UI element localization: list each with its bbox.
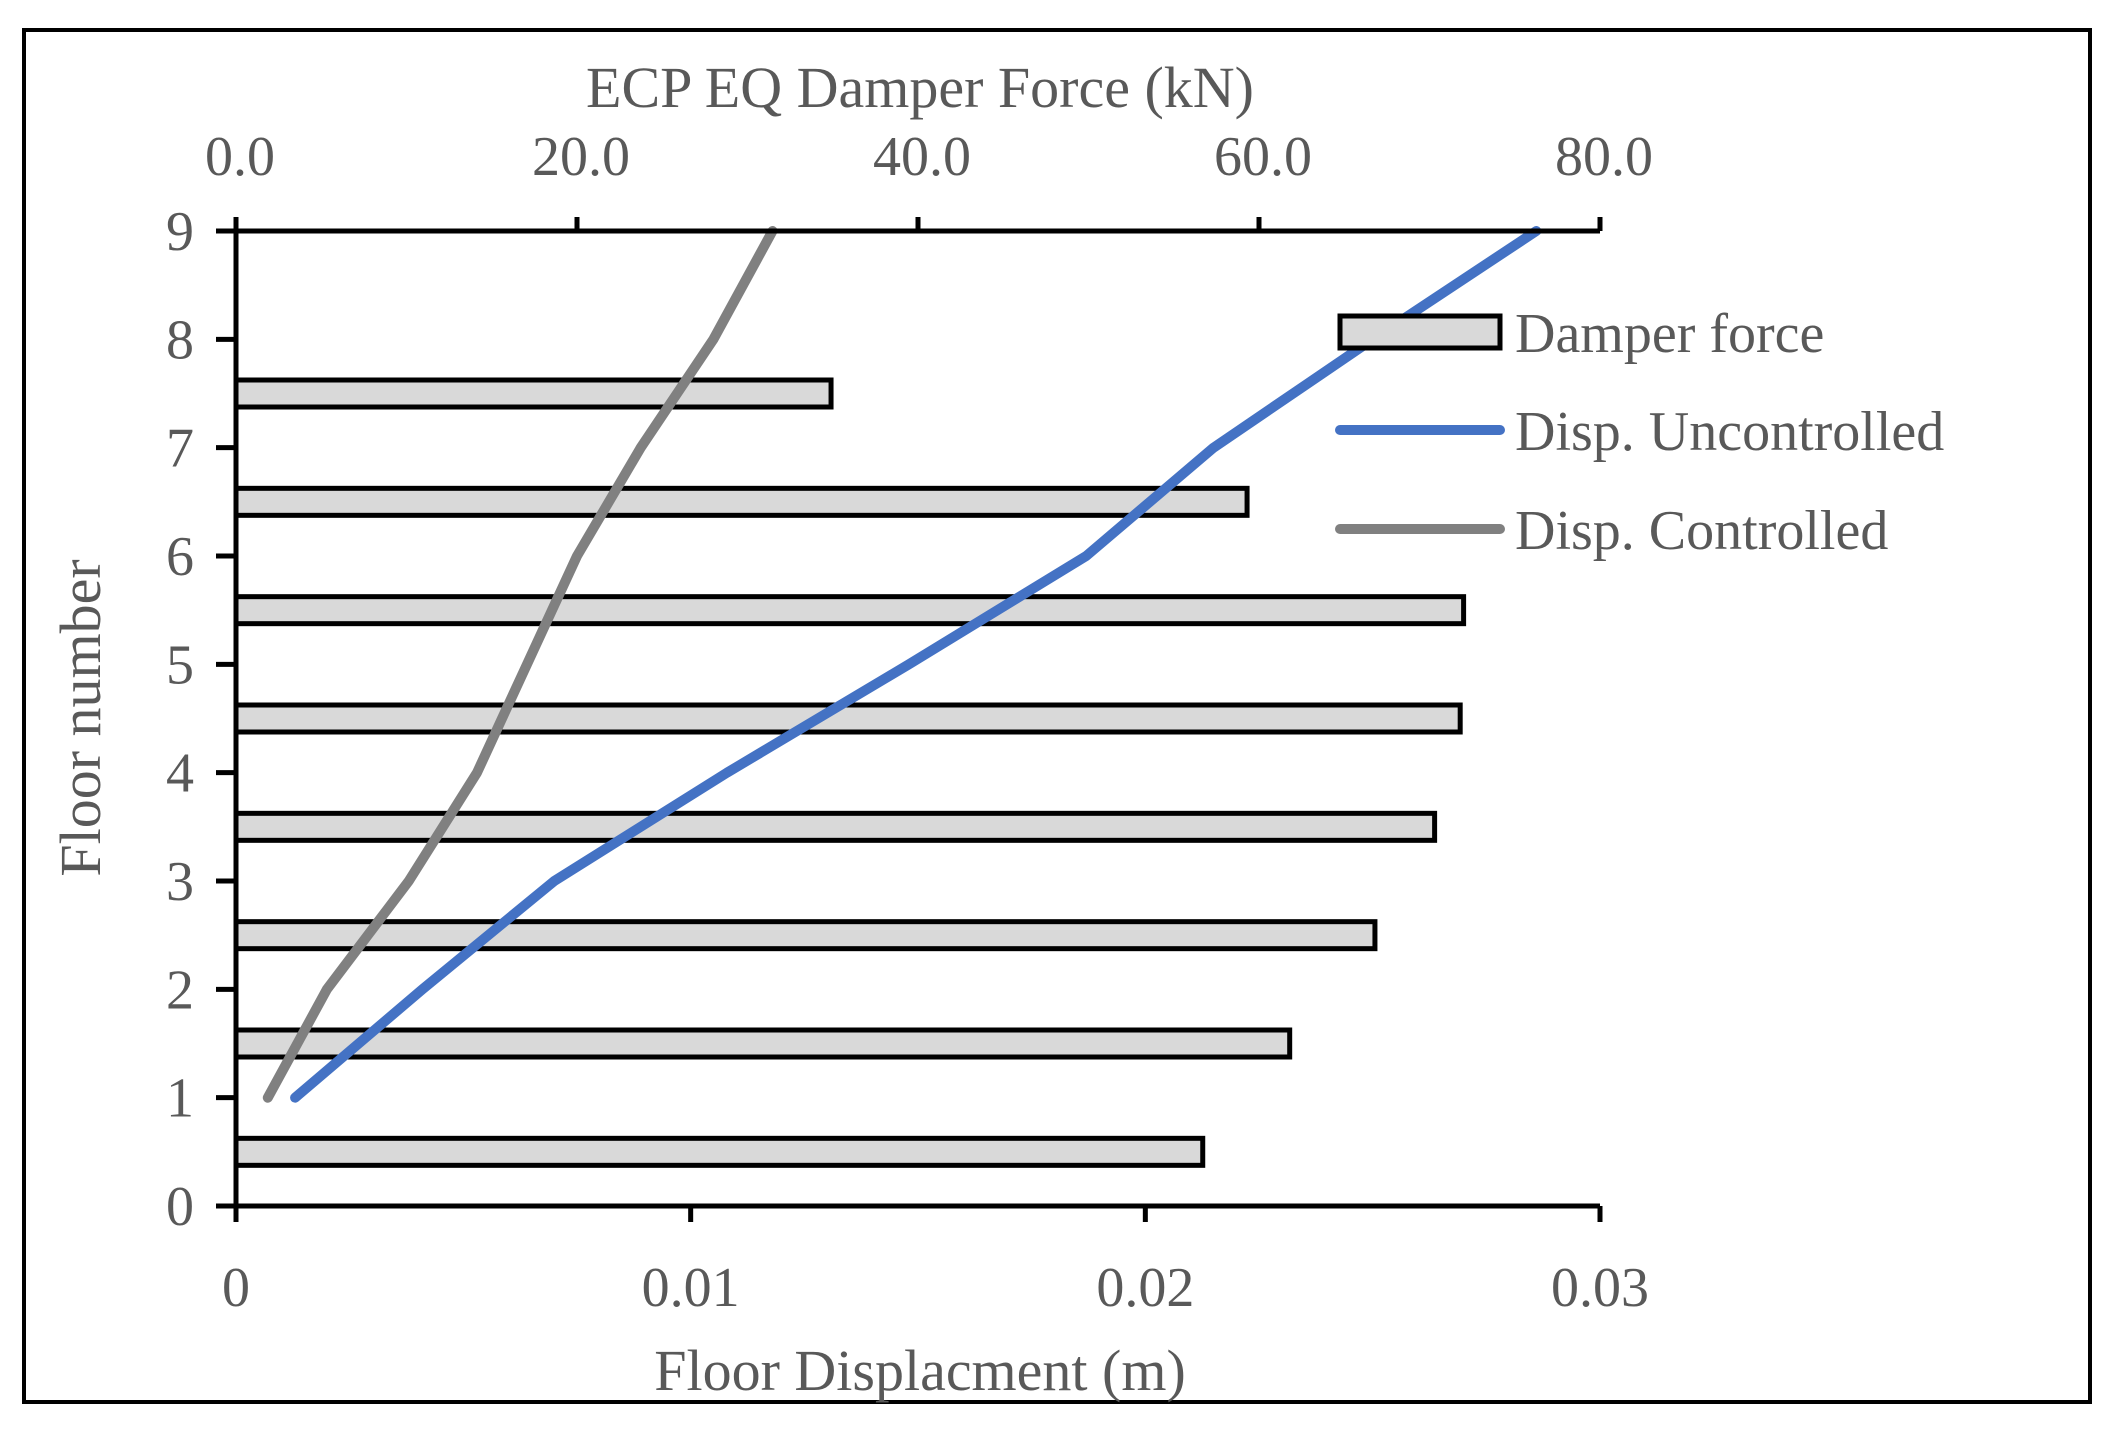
top-tick-label: 40.0 xyxy=(873,126,971,188)
axes xyxy=(216,217,1603,1222)
bottom-tick-label: 0.02 xyxy=(1096,1257,1194,1319)
top-tick-label: 80.0 xyxy=(1555,126,1653,188)
legend-swatch-damper-force xyxy=(1337,313,1503,351)
damper-force-bar xyxy=(233,1135,1206,1168)
damper-force-bar xyxy=(233,919,1378,952)
y-tick-label: 6 xyxy=(166,526,194,588)
y-tick-label: 8 xyxy=(166,309,194,371)
legend-label-disp-controlled: Disp. Controlled xyxy=(1515,500,1888,562)
bar-group xyxy=(233,377,1467,1168)
y-tick-label: 2 xyxy=(166,959,194,1021)
damper-force-bar xyxy=(233,810,1438,843)
disp-uncontrolled-line xyxy=(290,226,1542,1103)
y-tick-label: 3 xyxy=(166,851,194,913)
y-tick-label: 5 xyxy=(166,634,194,696)
damper-force-bar xyxy=(233,594,1467,627)
damper-force-bar xyxy=(233,485,1250,518)
damper-force-bar xyxy=(233,702,1463,735)
disp-controlled-line xyxy=(262,226,778,1103)
y-axis-title: Floor number xyxy=(48,559,113,876)
y-tick-label: 7 xyxy=(166,418,194,480)
y-tick-label: 9 xyxy=(166,201,194,263)
y-tick-label: 4 xyxy=(166,743,194,805)
tick-labels: 0 1 2 3 4 5 6 7 8 90.0 20.0 40.0 60.0 80.0 0 0.01 0.02 0.… xyxy=(166,126,1653,1319)
legend-label-damper-force: Damper force xyxy=(1515,303,1824,365)
bottom-axis-title: Floor Displacment (m) xyxy=(654,1338,1186,1403)
legend-label-disp-uncontrolled: Disp. Uncontrolled xyxy=(1515,401,1944,463)
damper-force-bar xyxy=(233,377,834,410)
bottom-tick-label: 0.03 xyxy=(1551,1257,1649,1319)
top-tick-label: 20.0 xyxy=(532,126,630,188)
damper-force-bar xyxy=(233,1027,1293,1060)
bottom-tick-label: 0 xyxy=(222,1257,250,1319)
y-tick-label: 0 xyxy=(166,1176,194,1238)
top-tick-label: 0.0 xyxy=(205,126,275,188)
top-tick-label: 60.0 xyxy=(1214,126,1312,188)
top-axis-title: ECP EQ Damper Force (kN) xyxy=(586,55,1254,120)
bottom-tick-label: 0.01 xyxy=(642,1257,740,1319)
y-tick-label: 1 xyxy=(166,1068,194,1130)
line-group xyxy=(262,226,1542,1103)
legend: Damper force Disp. Uncontrolled Disp. Co… xyxy=(1335,303,1944,562)
